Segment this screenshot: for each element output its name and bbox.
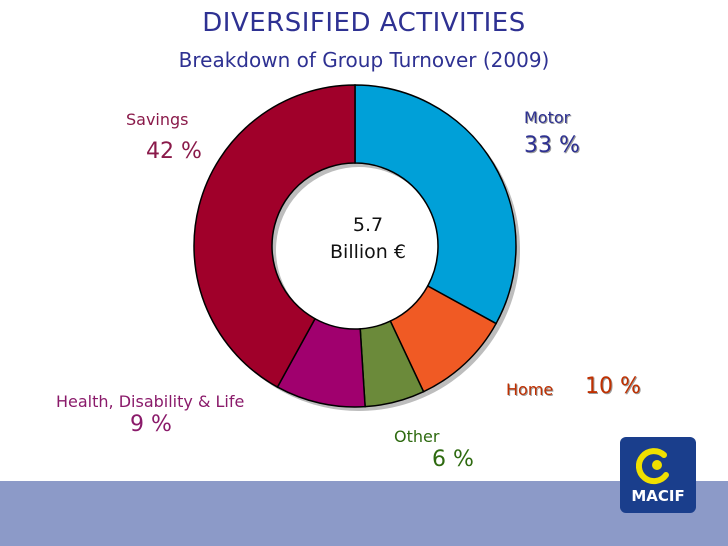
center-total-unit: Billion € <box>330 241 406 263</box>
footer-bar <box>0 481 728 546</box>
motor-label: Motor <box>524 108 571 127</box>
slice-motor <box>354 84 517 325</box>
chart-subtitle: Breakdown of Group Turnover (2009) <box>178 48 550 72</box>
macif-logo-text: MACIF <box>631 487 685 505</box>
home-label: Home <box>506 380 554 399</box>
home-percent: 10 % <box>585 374 641 399</box>
savings-percent: 42 % <box>146 139 202 164</box>
other-label: Other <box>394 427 440 446</box>
health-percent: 9 % <box>130 412 172 437</box>
savings-label: Savings <box>126 110 189 129</box>
macif-logo-mark <box>635 448 669 485</box>
donut-slices <box>193 84 521 411</box>
macif-logo: MACIF <box>620 437 696 513</box>
other-percent: 6 % <box>432 447 474 472</box>
slice-savings <box>193 84 356 389</box>
chart-title: DIVERSIFIED ACTIVITIES <box>202 8 526 38</box>
health-label: Health, Disability & Life <box>56 392 245 411</box>
center-total-value: 5.7 <box>352 214 384 236</box>
motor-percent: 33 % <box>524 133 580 158</box>
center-total: 5.7 Billion € <box>305 212 431 266</box>
